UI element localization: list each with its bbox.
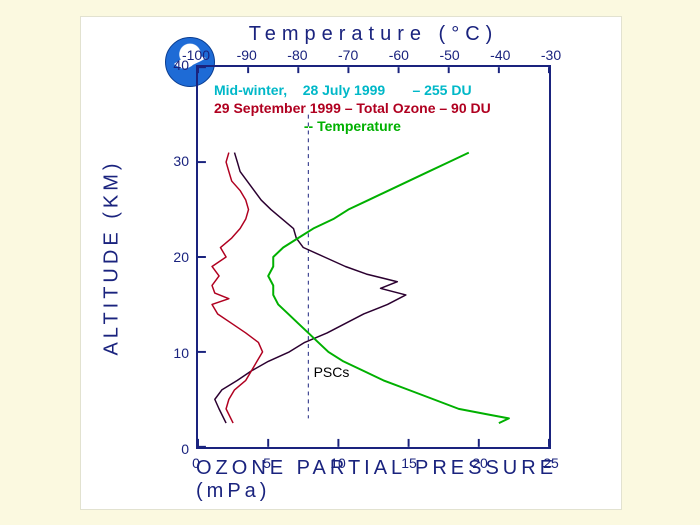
legend-mid-winter: Mid-winter, xyxy=(214,82,287,98)
bottom-tick: 20 xyxy=(472,455,488,471)
left-tick: 30 xyxy=(161,153,189,169)
left-tick: 10 xyxy=(161,345,189,361)
legend-sep-line: 29 September 1999 – Total Ozone – 90 DU xyxy=(214,99,491,117)
legend-temp-line: -- Temperature xyxy=(214,117,491,135)
top-tick: -50 xyxy=(439,47,459,63)
bottom-tick: 0 xyxy=(192,455,200,471)
legend-date-jul: 28 July 1999 xyxy=(303,82,386,98)
bottom-tick: 25 xyxy=(543,455,559,471)
top-tick: -70 xyxy=(338,47,358,63)
series-ozone_90du_29sep1999 xyxy=(212,153,263,424)
top-tick: -30 xyxy=(541,47,561,63)
bottom-tick: 5 xyxy=(263,455,271,471)
legend-255du: – 255 DU xyxy=(412,82,471,98)
psc-threshold-label: PSCs xyxy=(314,364,350,380)
legend: Mid-winter, 28 July 1999 – 255 DU 29 Sep… xyxy=(214,81,491,135)
top-tick: -60 xyxy=(389,47,409,63)
bottom-tick: 15 xyxy=(401,455,417,471)
top-axis-title: Temperature (°C) xyxy=(196,23,551,46)
chart-card: Temperature (°C) OZONE PARTIAL PRESSURE … xyxy=(80,16,622,510)
left-tick: 20 xyxy=(161,249,189,265)
left-axis-title: ALTITUDE (KM) xyxy=(97,65,127,449)
left-tick: 40 xyxy=(161,57,189,73)
bottom-tick: 10 xyxy=(330,455,346,471)
series-temperature_profile xyxy=(268,153,509,424)
top-tick: -90 xyxy=(237,47,257,63)
left-tick: 0 xyxy=(161,441,189,457)
top-tick: -80 xyxy=(287,47,307,63)
top-tick: -40 xyxy=(490,47,510,63)
